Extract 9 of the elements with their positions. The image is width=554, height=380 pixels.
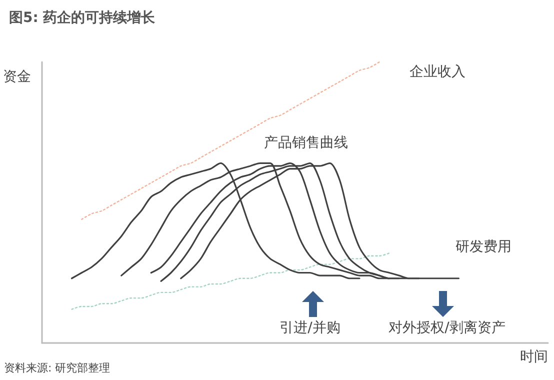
annotation: 对外授权/剥离资产 (388, 320, 506, 336)
chart-title: 图5: 药企的可持续增长 (9, 10, 156, 26)
text: 资料来源: 研究部整理 (4, 362, 110, 374)
text: 企业收入 (409, 64, 466, 80)
y-axis-title: 资金 (3, 69, 31, 85)
x-axis-title: 时间 (520, 349, 548, 365)
text: 研发费用 (455, 239, 512, 256)
annotation: 引进/并购 (280, 320, 340, 336)
annotation: 产品销售曲线 (264, 135, 348, 151)
